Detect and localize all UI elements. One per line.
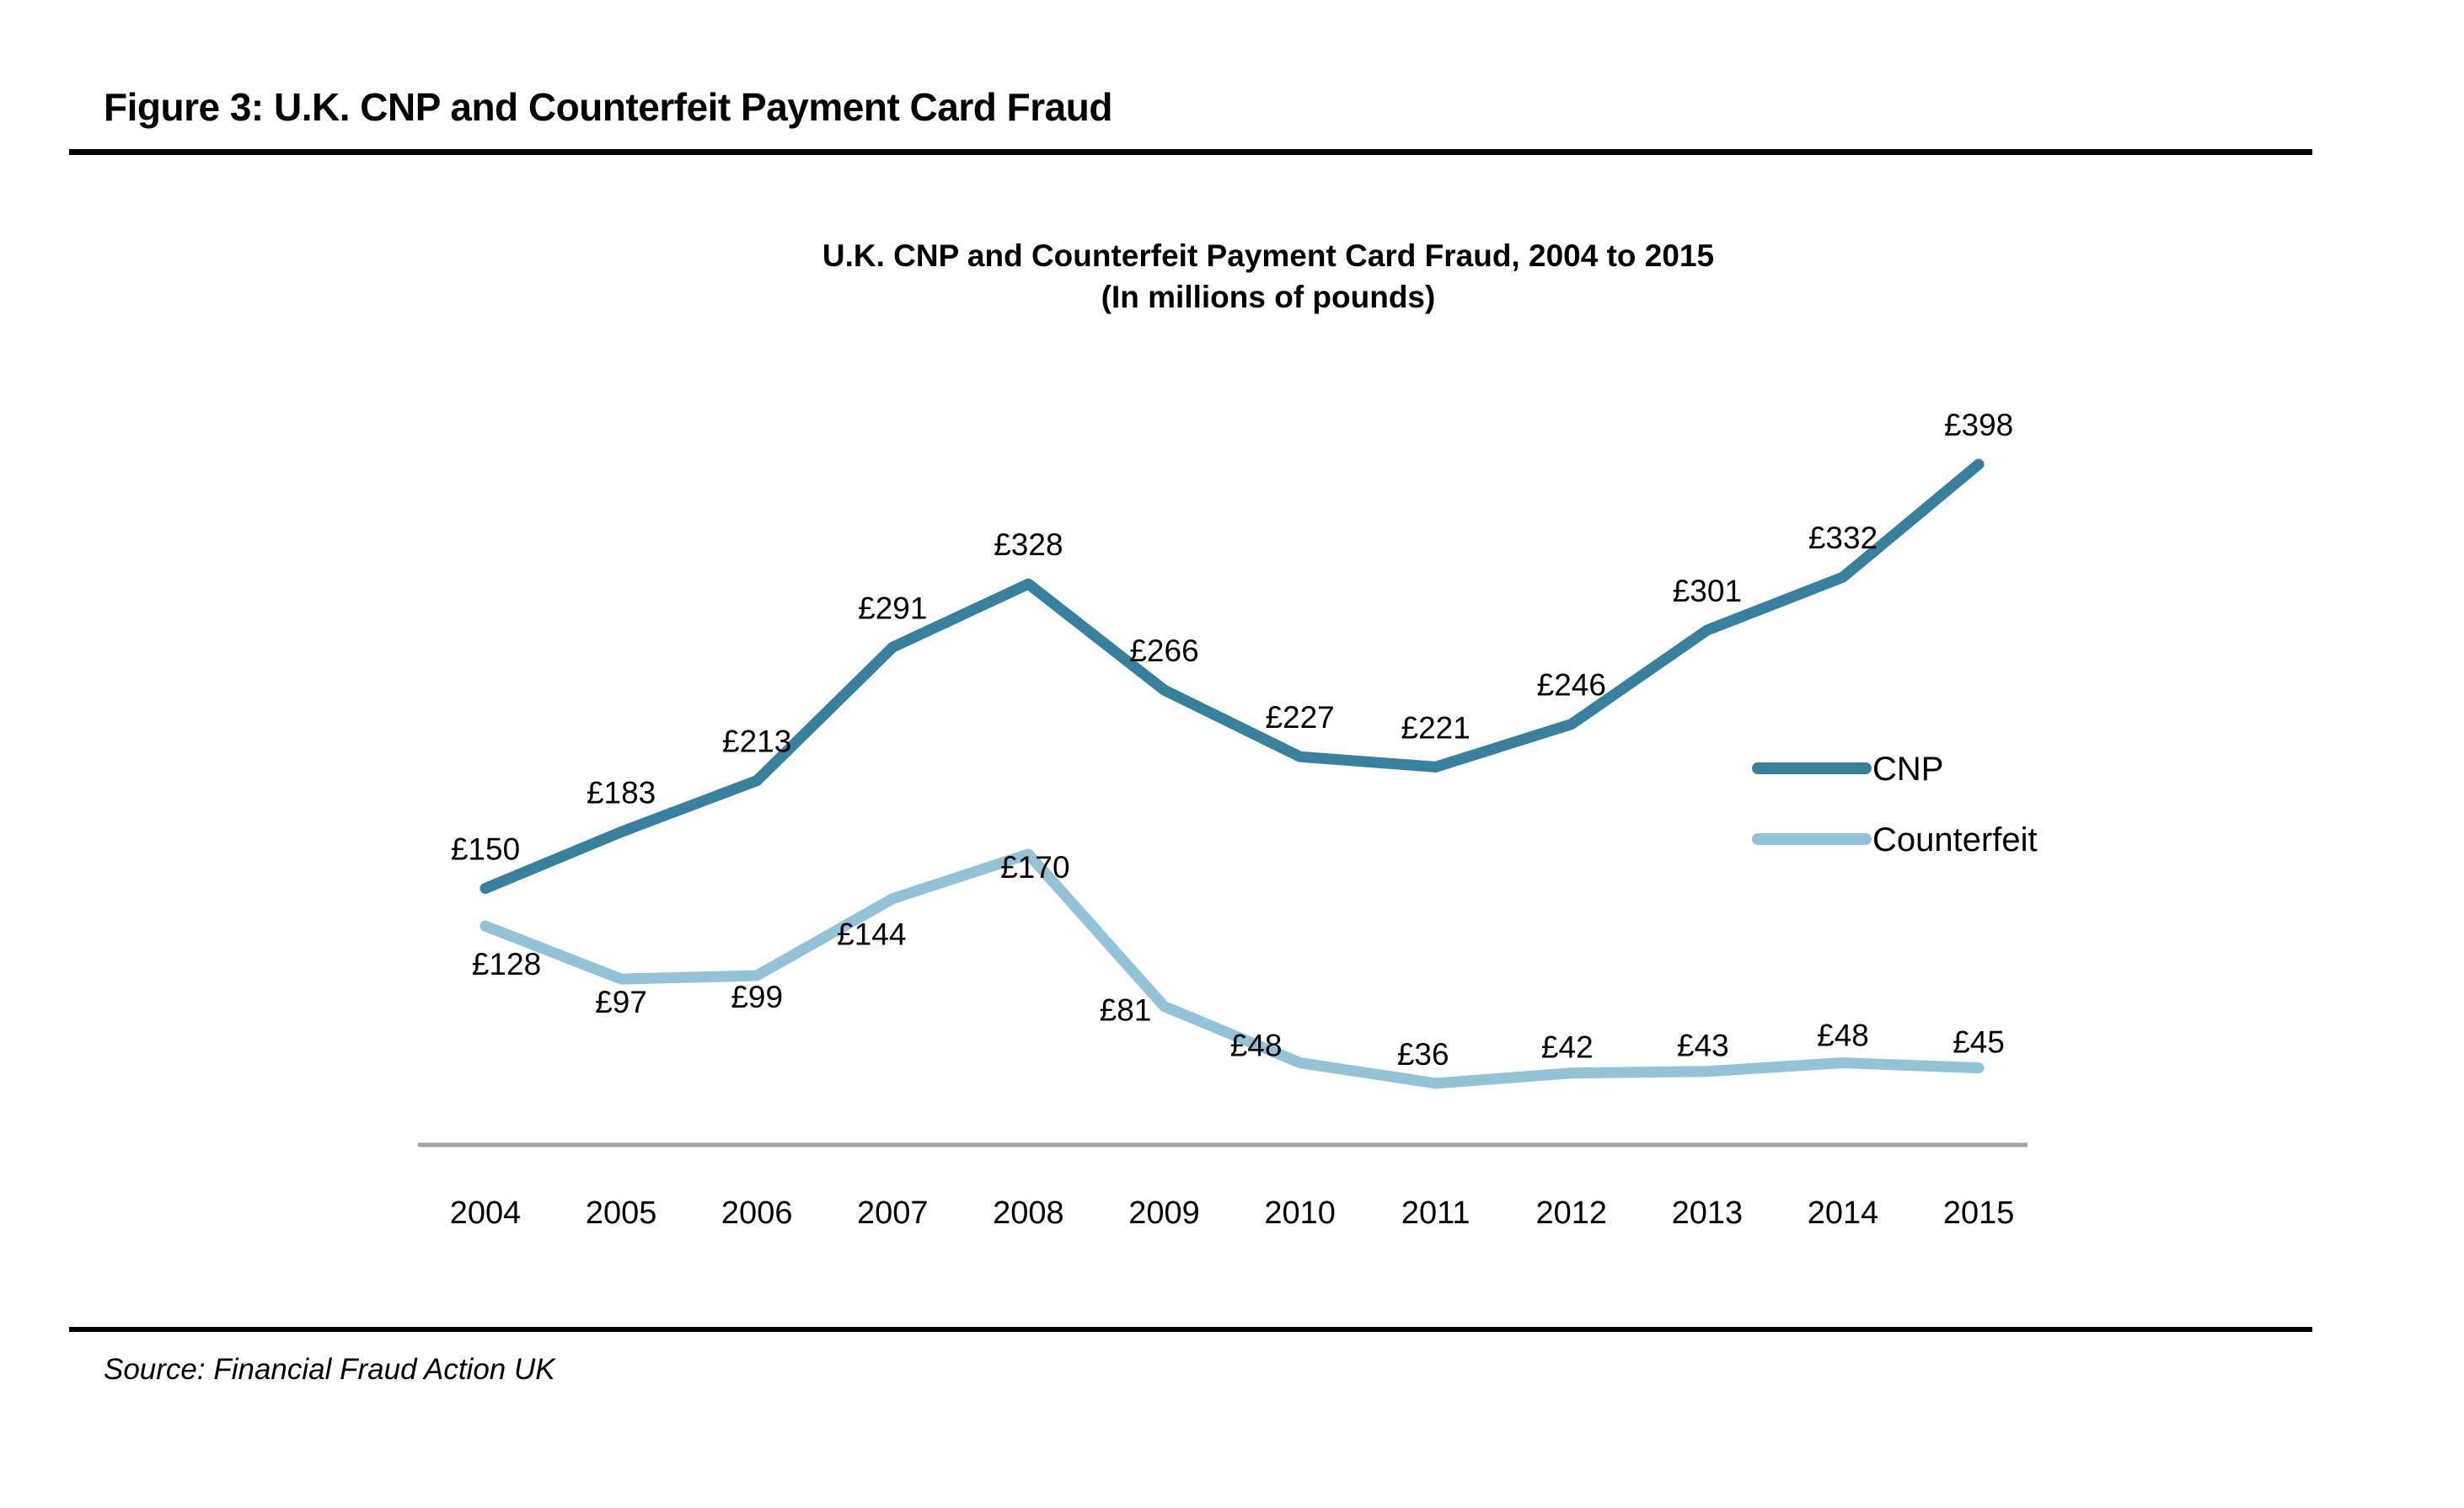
counterfeit-label-2013: £43 xyxy=(1677,1029,1729,1063)
counterfeit-label-2011: £36 xyxy=(1397,1037,1449,1072)
cnp-label-2011: £221 xyxy=(1401,710,1470,745)
figure-heading: Figure 3: U.K. CNP and Counterfeit Payme… xyxy=(104,85,1112,129)
x-axis-label-2009: 2009 xyxy=(1128,1195,1200,1231)
cnp-label-2009: £266 xyxy=(1129,634,1198,668)
legend-label-counterfeit: Counterfeit xyxy=(1872,821,2038,858)
x-axis-label-2011: 2011 xyxy=(1401,1195,1470,1231)
cnp-line xyxy=(479,458,1985,894)
x-axis-label-2006: 2006 xyxy=(721,1195,793,1231)
x-axis-label-2015: 2015 xyxy=(1943,1195,2015,1231)
x-axis-label-2007: 2007 xyxy=(857,1195,929,1231)
x-axis-label-2010: 2010 xyxy=(1264,1195,1336,1231)
counterfeit-label-2012: £42 xyxy=(1541,1030,1594,1065)
counterfeit-label-2004: £128 xyxy=(472,947,541,981)
source-note: Source: Financial Fraud Action UK xyxy=(104,1353,555,1386)
x-axis-label-2004: 2004 xyxy=(450,1195,522,1231)
cnp-label-2007: £291 xyxy=(858,591,927,625)
x-axis-label-2014: 2014 xyxy=(1808,1195,1879,1231)
counterfeit-line xyxy=(479,848,1985,1089)
x-axis-label-2008: 2008 xyxy=(993,1195,1064,1231)
x-axis-label-2012: 2012 xyxy=(1536,1195,1608,1231)
cnp-label-2014: £332 xyxy=(1808,521,1877,555)
counterfeit-label-2014: £48 xyxy=(1817,1019,1869,1053)
chart-title: U.K. CNP and Counterfeit Payment Card Fr… xyxy=(822,238,1715,273)
legend-label-cnp: CNP xyxy=(1872,751,1943,788)
counterfeit-label-2009: £81 xyxy=(1100,993,1152,1028)
heading-rule xyxy=(69,149,2312,155)
counterfeit-label-2008: £170 xyxy=(1000,850,1069,885)
cnp-label-2012: £246 xyxy=(1537,668,1606,703)
counterfeit-label-2015: £45 xyxy=(1952,1025,2005,1060)
counterfeit-label-2006: £99 xyxy=(731,980,783,1014)
cnp-label-2008: £328 xyxy=(994,527,1063,562)
cnp-label-2010: £227 xyxy=(1265,700,1334,735)
cnp-label-2015: £398 xyxy=(1944,408,2013,442)
counterfeit-label-2007: £144 xyxy=(837,917,906,952)
cnp-label-2013: £301 xyxy=(1673,574,1742,608)
cnp-label-2004: £150 xyxy=(451,832,520,867)
counterfeit-label-2010: £48 xyxy=(1230,1029,1283,1063)
cnp-label-2005: £183 xyxy=(587,776,656,810)
chart-subtitle: (In millions of pounds) xyxy=(1101,280,1436,314)
source-rule xyxy=(69,1327,2312,1332)
x-axis-label-2013: 2013 xyxy=(1672,1195,1744,1231)
counterfeit-label-2005: £97 xyxy=(595,985,647,1019)
cnp-label-2006: £213 xyxy=(722,725,791,759)
x-axis-label-2005: 2005 xyxy=(586,1195,657,1231)
